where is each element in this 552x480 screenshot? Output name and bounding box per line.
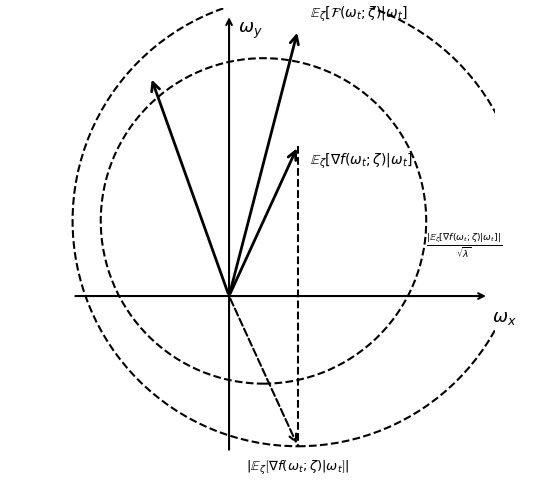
Text: $\omega_x$: $\omega_x$ xyxy=(492,309,517,326)
Text: $\frac{|\mathbb{E}_{\zeta}[\nabla f(\omega_t;\zeta)|\omega_t]|}{\sqrt{\lambda}}$: $\frac{|\mathbb{E}_{\zeta}[\nabla f(\ome… xyxy=(426,231,502,260)
Text: $\mathbb{E}_{\zeta}\left[\nabla f(\omega_t;\zeta)|\omega_t\right]$: $\mathbb{E}_{\zeta}\left[\nabla f(\omega… xyxy=(310,152,413,171)
Text: $|\mathbb{E}_{\zeta}\left[\nabla f(\omega_t;\zeta)|\omega_t\right]|$: $|\mathbb{E}_{\zeta}\left[\nabla f(\omeg… xyxy=(246,459,350,477)
Text: $\mathbb{E}_{\zeta}\left[\mathcal{F}(\omega_t;\zeta)|\omega_t\right]$: $\mathbb{E}_{\zeta}\left[\mathcal{F}(\om… xyxy=(310,4,408,24)
Text: $\omega_y$: $\omega_y$ xyxy=(238,21,263,41)
